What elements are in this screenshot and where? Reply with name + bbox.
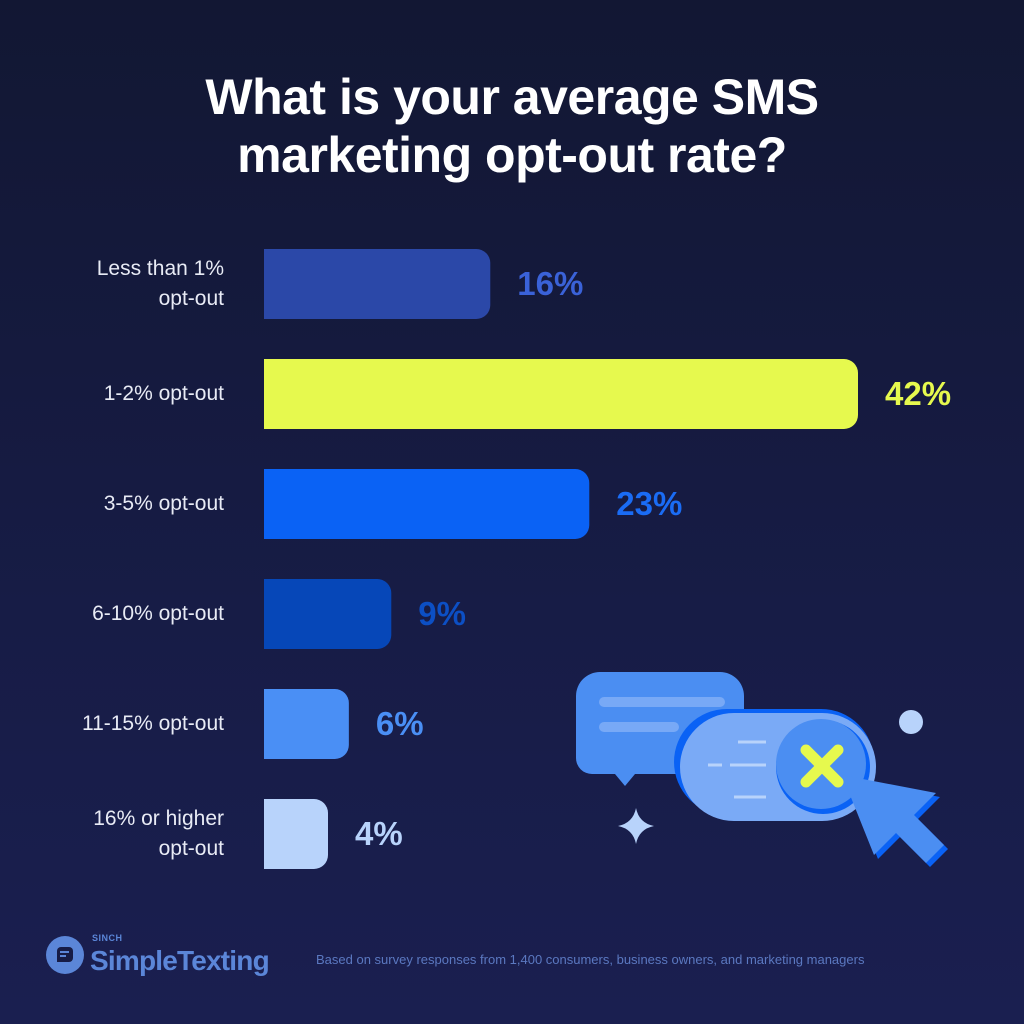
title-line-2: marketing opt-out rate? [237,127,787,183]
value-label: 42% [885,375,952,412]
bar [264,249,491,319]
category-label-line: 1-2% opt-out [103,382,224,405]
category-label-line: opt-out [158,837,224,860]
category-label-line: 3-5% opt-out [103,492,224,515]
category-label: 11-15% opt-out [4,709,224,739]
category-label: 3-5% opt-out [4,489,224,519]
opt-out-illustration [576,672,948,867]
category-label-line: 11-15% opt-out [81,712,224,735]
category-label-line: 6-10% opt-out [92,602,224,625]
category-label-line: opt-out [158,287,224,310]
bar [264,689,349,759]
value-label: 23% [616,485,683,522]
value-label: 9% [418,595,466,632]
bar [264,799,328,869]
title-line-1: What is your average SMS [205,69,819,125]
bar [264,359,858,429]
brand-parent: SINCH [92,933,123,943]
simpletexting-logo [46,936,84,974]
dot-icon [899,710,923,734]
cursor-arrow-icon [842,775,948,867]
category-label: 1-2% opt-out [4,379,224,409]
category-label-line: 16% or higher [93,807,224,830]
category-label: 16% or higher opt-out [4,804,224,864]
toggle-close-icon [674,709,876,821]
value-label: 4% [355,815,403,852]
category-label: 6-10% opt-out [4,599,224,629]
value-label: 16% [517,265,584,302]
bar [264,469,590,539]
sparkle-icon [618,808,654,844]
value-label: 6% [375,705,424,742]
bar [264,579,392,649]
category-label: Less than 1% opt-out [4,254,224,314]
brand-name: SimpleTexting [90,945,270,976]
footnote: Based on survey responses from 1,400 con… [316,952,865,967]
chart-title: What is your average SMS marketing opt-o… [0,68,1024,184]
chat-logo-icon [46,936,84,974]
category-label-line: Less than 1% [96,257,224,280]
